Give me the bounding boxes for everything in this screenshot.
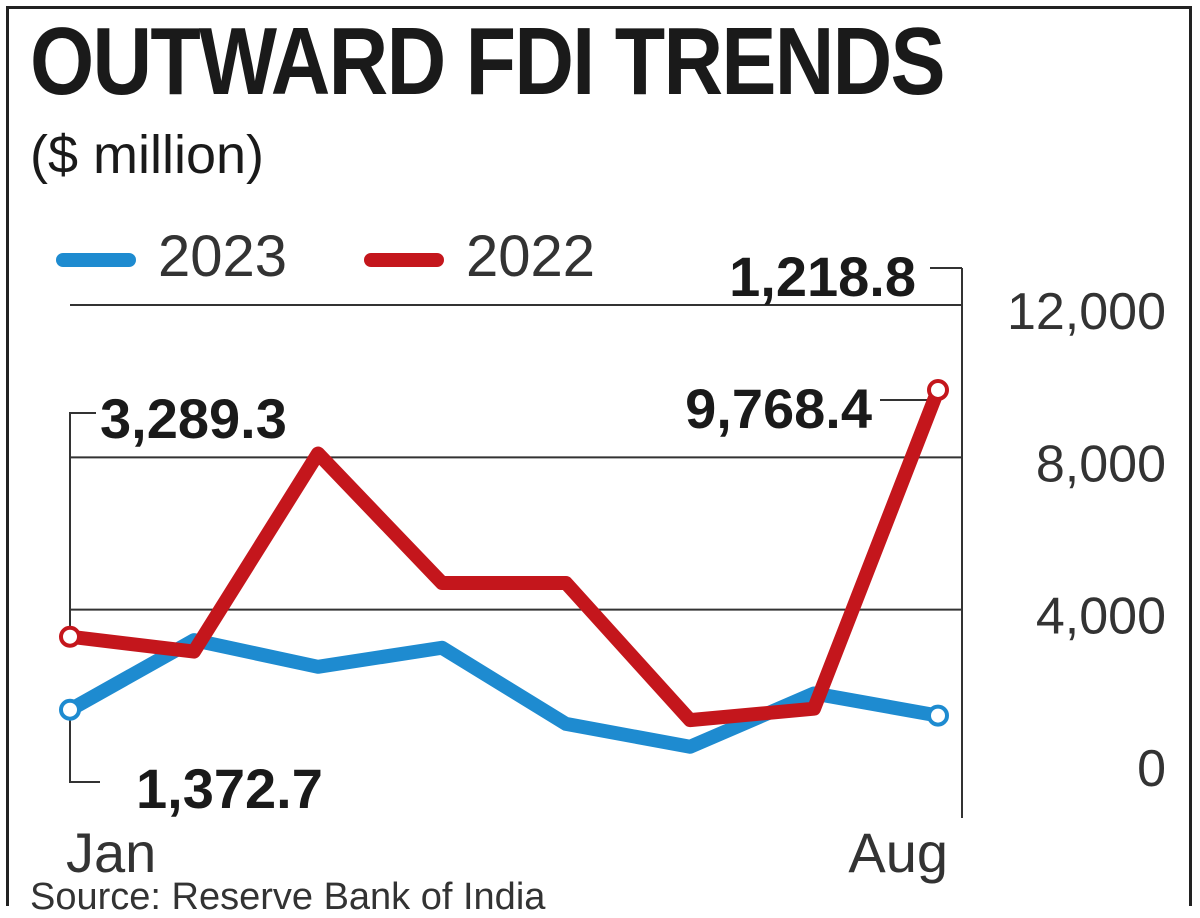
chart-frame — [6, 6, 1192, 906]
chart-subtitle: ($ million) — [30, 125, 265, 185]
x-tick-label: Jan — [66, 821, 156, 884]
legend-label-2023: 2023 — [158, 224, 288, 289]
y-tick-label: 0 — [1137, 740, 1166, 798]
source-note: Source: Reserve Bank of India — [30, 876, 546, 918]
y-tick-label: 4,000 — [1036, 588, 1166, 646]
data-point-2023-aug — [927, 704, 949, 727]
legend-swatch-2022 — [364, 253, 444, 267]
legend-label-2022: 2022 — [466, 224, 596, 289]
data-point-2023-jan — [59, 698, 81, 721]
x-tick-label: Aug — [848, 821, 948, 884]
data-label-2022-aug: 9,768.4 — [685, 377, 872, 440]
y-tick-label: 8,000 — [1036, 435, 1166, 493]
series-line-2023 — [63, 633, 945, 754]
annotation-leader — [69, 412, 96, 632]
data-label-2023-aug: 1,218.8 — [729, 245, 916, 308]
y-tick-label: 12,000 — [1007, 283, 1166, 341]
series-line-2022 — [63, 382, 945, 728]
data-point-2022-jan — [59, 625, 81, 648]
data-label-2023-jan: 1,372.7 — [136, 757, 323, 820]
legend-swatch-2023 — [56, 253, 136, 267]
annotation-leader — [69, 714, 100, 783]
data-label-2022-jan: 3,289.3 — [100, 387, 287, 450]
data-point-2022-aug — [927, 378, 949, 401]
chart-title: OUTWARD FDI TRENDS — [30, 8, 946, 115]
